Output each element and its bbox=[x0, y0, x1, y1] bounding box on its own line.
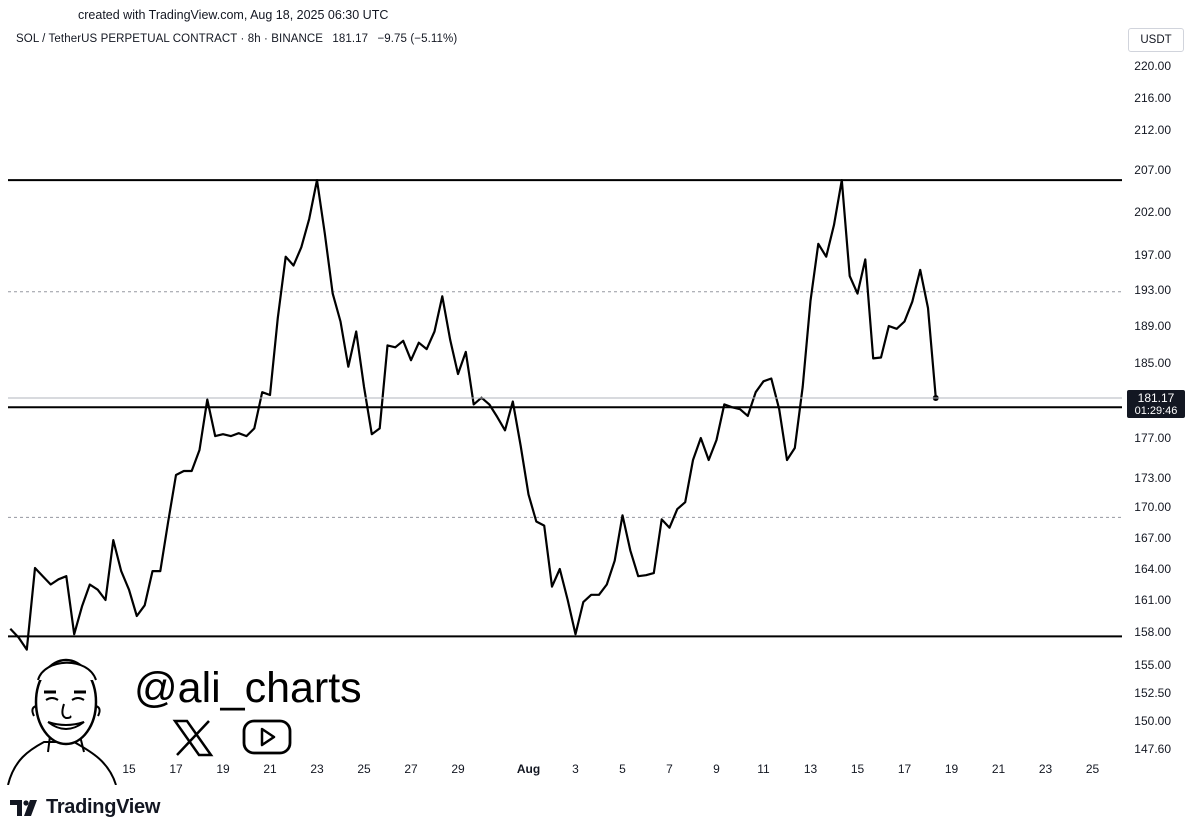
y-tick-label: 212.00 bbox=[1134, 123, 1171, 137]
x-tick-label: 11 bbox=[757, 762, 770, 776]
price-tag-countdown: 01:29:46 bbox=[1135, 405, 1178, 417]
x-tick-label: 15 bbox=[851, 762, 865, 776]
y-tick-label: 202.00 bbox=[1134, 205, 1171, 219]
chart-caption: created with TradingView.com, Aug 18, 20… bbox=[78, 8, 389, 22]
x-tick-label: 13 bbox=[804, 762, 818, 776]
y-tick-label: 185.00 bbox=[1134, 356, 1171, 370]
avatar-caricature-icon bbox=[7, 658, 117, 785]
y-tick-label: 216.00 bbox=[1134, 91, 1171, 105]
price-series-line bbox=[9, 179, 937, 651]
x-tick-label: 21 bbox=[263, 762, 277, 776]
x-tick-label: 19 bbox=[945, 762, 959, 776]
y-tick-label: 147.60 bbox=[1134, 742, 1171, 756]
y-tick-label: 189.00 bbox=[1134, 319, 1171, 333]
y-tick-label: 193.00 bbox=[1134, 283, 1171, 297]
y-tick-label: 152.50 bbox=[1134, 686, 1171, 700]
y-tick-label: 173.00 bbox=[1134, 471, 1171, 485]
y-tick-label: 177.00 bbox=[1134, 431, 1171, 445]
y-tick-label: 155.00 bbox=[1134, 658, 1171, 672]
x-tick-label: 23 bbox=[310, 762, 324, 776]
x-tick-label: Aug bbox=[517, 762, 540, 776]
x-tick-label: 5 bbox=[619, 762, 626, 776]
x-tick-label: 17 bbox=[898, 762, 912, 776]
x-tick-label: 25 bbox=[357, 762, 371, 776]
x-tick-label: 17 bbox=[169, 762, 183, 776]
x-tick-label: 19 bbox=[216, 762, 230, 776]
x-tick-label: 25 bbox=[1086, 762, 1100, 776]
symbol-legend[interactable]: SOL / TetherUS PERPETUAL CONTRACT · 8h ·… bbox=[16, 33, 463, 45]
y-tick-label: 164.00 bbox=[1134, 562, 1171, 576]
currency-button[interactable]: USDT bbox=[1128, 28, 1184, 52]
price-axis-ticks: 220.00 216.00 212.00 207.00 202.00 197.00 193.… bbox=[1134, 59, 1171, 756]
tradingview-wordmark: TradingView bbox=[46, 796, 161, 818]
youtube-icon bbox=[242, 719, 292, 755]
watermark-handle: @ali_charts bbox=[134, 664, 362, 712]
x-tick-label: 9 bbox=[713, 762, 720, 776]
y-tick-label: 170.00 bbox=[1134, 500, 1171, 514]
x-tick-label: 21 bbox=[992, 762, 1006, 776]
x-tick-label: 27 bbox=[404, 762, 418, 776]
x-tick-label: 3 bbox=[572, 762, 579, 776]
x-tick-label: 7 bbox=[666, 762, 673, 776]
y-tick-label: 161.00 bbox=[1134, 593, 1171, 607]
y-tick-label: 220.00 bbox=[1134, 59, 1171, 73]
y-tick-label: 167.00 bbox=[1134, 531, 1171, 545]
y-tick-label: 207.00 bbox=[1134, 163, 1171, 177]
last-price: 181.17 bbox=[332, 33, 369, 45]
symbol-title: SOL / TetherUS PERPETUAL CONTRACT · 8h ·… bbox=[16, 33, 324, 45]
support-resistance-levels bbox=[8, 179, 1122, 638]
tradingview-logo[interactable]: TradingView bbox=[10, 796, 160, 819]
time-axis-ticks: 11131517192123252729Aug35791113151719212… bbox=[29, 762, 1100, 776]
x-tick-label: 15 bbox=[122, 762, 136, 776]
y-tick-label: 150.00 bbox=[1134, 714, 1171, 728]
x-tick-label: 23 bbox=[1039, 762, 1053, 776]
price-tag-background bbox=[1127, 390, 1185, 418]
price-tag-price: 181.17 bbox=[1138, 391, 1175, 405]
price-tag: 181.17 01:29:46 bbox=[1127, 390, 1185, 418]
tradingview-icon bbox=[10, 799, 37, 816]
y-tick-label: 197.00 bbox=[1134, 248, 1171, 262]
y-tick-label: 158.00 bbox=[1134, 625, 1171, 639]
x-tick-label: 29 bbox=[451, 762, 465, 776]
price-change: −9.75 (−5.11%) bbox=[377, 33, 458, 45]
x-logo-icon bbox=[172, 719, 214, 757]
